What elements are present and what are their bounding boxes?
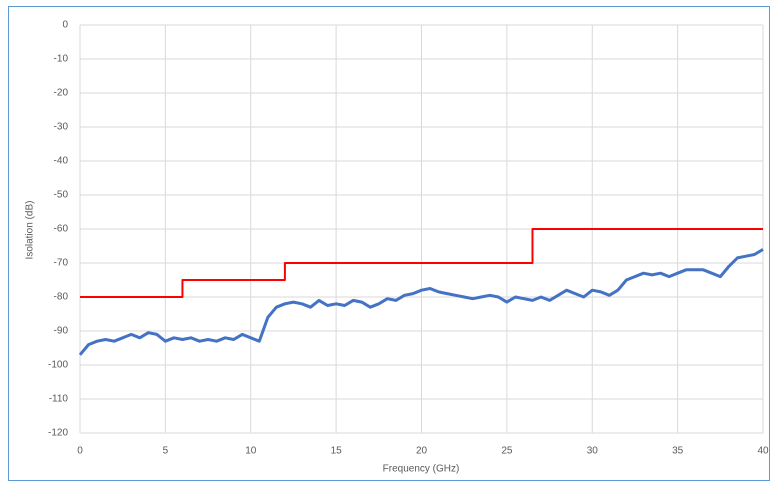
y-tick-label: -110	[49, 394, 69, 405]
x-tick-label: 0	[77, 446, 83, 457]
y-tick-label: -60	[54, 224, 69, 235]
x-tick-label: 15	[331, 446, 343, 457]
x-tick-label: 5	[163, 446, 169, 457]
x-tick-label: 20	[416, 446, 428, 457]
x-tick-label: 25	[501, 446, 513, 457]
y-tick-label: -10	[54, 54, 69, 65]
y-tick-label: 0	[62, 20, 68, 31]
x-tick-label: 30	[587, 446, 599, 457]
y-tick-label: -80	[54, 292, 69, 303]
y-axis-label: Isolation (dB)	[25, 201, 36, 260]
y-tick-label: -70	[54, 258, 69, 269]
y-tick-label: -90	[54, 326, 69, 337]
x-axis-label: Frequency (GHz)	[383, 464, 460, 475]
y-tick-label: -40	[54, 156, 69, 167]
chart-border	[8, 6, 770, 481]
series-line	[80, 228, 763, 298]
x-tick-label: 10	[245, 446, 257, 457]
y-tick-label: -50	[54, 190, 69, 201]
y-tick-label: -30	[54, 122, 69, 133]
series-line	[78, 248, 764, 356]
x-tick-label: 40	[757, 446, 769, 457]
x-tick-label: 35	[672, 446, 684, 457]
y-tick-label: -120	[48, 428, 68, 439]
y-tick-label: -100	[48, 360, 68, 371]
y-tick-label: -20	[54, 88, 69, 99]
